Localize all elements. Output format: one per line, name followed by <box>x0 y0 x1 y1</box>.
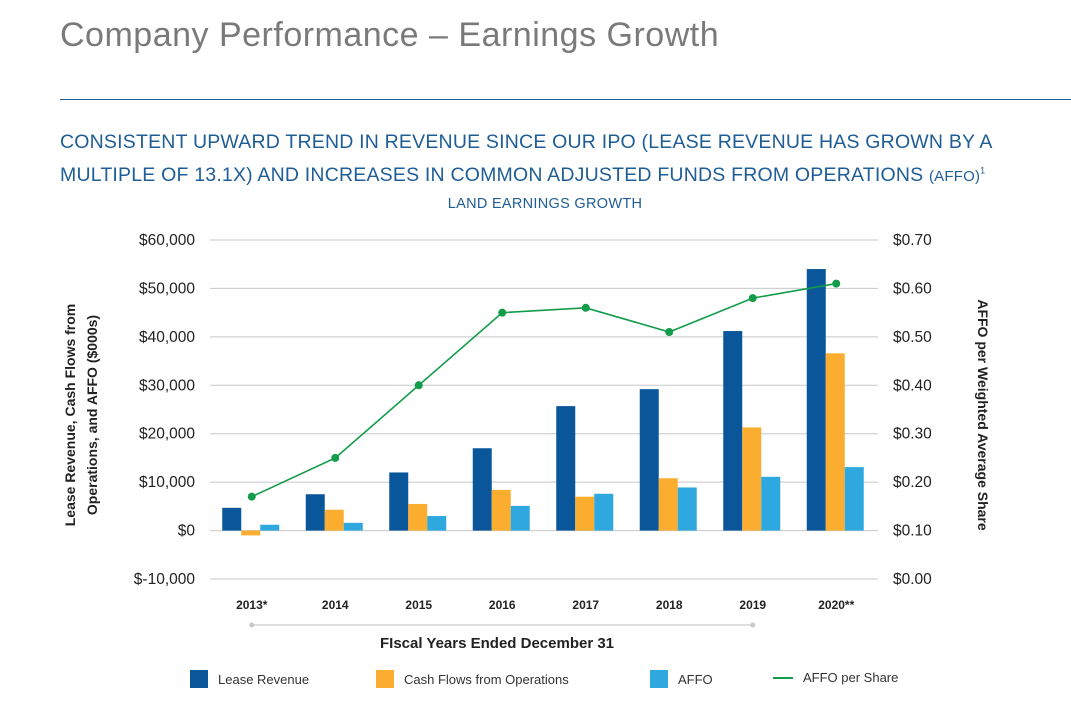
left-tick-label: $30,000 <box>139 377 195 394</box>
x-tick-label: 2020** <box>818 598 854 612</box>
bar-affo <box>844 467 864 531</box>
bar-cash-flows <box>742 427 762 531</box>
right-tick-label: $0.70 <box>893 232 932 249</box>
affo-per-share-path <box>251 282 837 498</box>
bar-lease-revenue <box>472 448 492 531</box>
legend-lease-revenue: Lease Revenue <box>190 670 309 688</box>
bar-affo <box>761 476 781 531</box>
headline-line-1: CONSISTENT UPWARD TREND IN REVENUE SINCE… <box>60 131 993 153</box>
bar-cash-flows <box>408 503 428 531</box>
x-tick-label: 2014 <box>322 598 349 612</box>
left-tick-label: $-10,000 <box>134 571 196 588</box>
x-tick-label: 2015 <box>405 598 432 612</box>
right-tick-label: $0.20 <box>893 474 932 491</box>
bar-lease-revenue <box>222 507 242 531</box>
bar-lease-revenue <box>639 389 659 531</box>
right-tick-label: $0.50 <box>893 329 932 346</box>
bar-lease-revenue <box>556 406 576 531</box>
bar-cash-flows <box>241 530 261 536</box>
chart-title: LAND EARNINGS GROWTH <box>447 196 643 212</box>
affo-per-share-point <box>832 279 841 288</box>
right-tick-label: $0.10 <box>893 523 932 540</box>
bar-lease-revenue <box>806 269 826 531</box>
bar-cash-flows <box>324 509 344 531</box>
legend-line-affo-per-share <box>773 676 793 679</box>
x-axis-ticks: 2013* 2014 2015 2016 2017 2018 2019 2020** <box>236 598 855 612</box>
x-tick-label: 2018 <box>656 598 683 612</box>
bar-cash-flows <box>491 489 511 531</box>
bar-cash-flows <box>575 496 595 531</box>
legend-label-lease-revenue: Lease Revenue <box>218 671 310 687</box>
bar-lease-revenue <box>389 472 409 531</box>
x-range-end-dot <box>750 622 756 628</box>
bar-series <box>222 269 864 536</box>
legend-label-affo: AFFO <box>678 671 713 687</box>
headline-affo-abbr: (AFFO) <box>928 168 981 185</box>
left-axis-ticks: $-10,000 $0 $10,000 $20,000 $30,000 $40,000 $5… <box>134 232 196 588</box>
affo-per-share-point <box>665 328 674 337</box>
right-tick-label: $0.00 <box>893 571 932 588</box>
bar-cash-flows <box>658 478 678 531</box>
x-axis-range-marker <box>249 622 756 628</box>
left-tick-label: $10,000 <box>139 474 195 491</box>
right-tick-label: $0.40 <box>893 377 932 394</box>
x-range-start-dot <box>249 622 255 628</box>
x-tick-label: 2017 <box>572 598 599 612</box>
left-tick-label: $0 <box>178 523 196 540</box>
bar-lease-revenue <box>305 494 325 531</box>
page-title: Company Performance – Earnings Growth <box>60 16 720 54</box>
legend-cash-flows: Cash Flows from Operations <box>376 670 569 688</box>
affo-per-share-line <box>247 279 841 501</box>
bar-affo <box>343 522 363 531</box>
affo-per-share-point <box>414 381 423 390</box>
x-tick-label: 2019 <box>739 598 766 612</box>
right-tick-label: $0.60 <box>893 280 932 297</box>
left-tick-label: $20,000 <box>139 426 195 443</box>
bar-affo <box>594 493 614 531</box>
right-axis-ticks: $0.00 $0.10 $0.20 $0.30 $0.40 $0.50 $0.60 $0.70 <box>893 232 932 588</box>
bar-lease-revenue <box>723 331 743 531</box>
headline-footnote-marker: 1 <box>980 165 986 176</box>
legend-label-affo-per-share: AFFO per Share <box>803 670 899 685</box>
bar-cash-flows <box>825 353 845 531</box>
bar-affo <box>510 505 530 531</box>
left-tick-label: $50,000 <box>139 280 195 297</box>
x-tick-label: 2013* <box>236 598 268 612</box>
affo-per-share-point <box>247 492 256 501</box>
left-axis-title-line-1: Lease Revenue, Cash Flows from <box>62 304 78 527</box>
headline-line-2-text: MULTIPLE OF 13.1X) AND INCREASES IN COMM… <box>60 164 924 186</box>
x-axis-title: FIscal Years Ended December 31 <box>380 635 614 652</box>
right-axis-title-text: AFFO per Weighted Average Share <box>975 299 991 531</box>
legend-label-cash-flows: Cash Flows from Operations <box>404 671 569 687</box>
title-divider <box>60 99 1071 100</box>
bar-affo <box>260 524 280 531</box>
left-axis-title: Lease Revenue, Cash Flows from Operation… <box>62 304 100 527</box>
legend-swatch-cash-flows <box>376 670 394 688</box>
left-tick-label: $40,000 <box>139 329 195 346</box>
affo-per-share-point <box>331 453 340 462</box>
left-tick-label: $60,000 <box>139 232 195 249</box>
affo-per-share-point <box>498 308 507 317</box>
affo-per-share-point <box>748 294 757 303</box>
headline-line-2: MULTIPLE OF 13.1X) AND INCREASES IN COMM… <box>60 164 985 187</box>
legend-swatch-affo <box>650 670 668 688</box>
legend-swatch-lease-revenue <box>190 670 208 688</box>
legend-affo: AFFO <box>650 670 713 688</box>
bar-affo <box>677 487 697 531</box>
right-tick-label: $0.30 <box>893 426 932 443</box>
left-axis-title-line-2: Operations, and AFFO ($000s) <box>84 315 100 515</box>
affo-per-share-point <box>581 303 590 312</box>
right-axis-title: AFFO per Weighted Average Share <box>975 299 991 531</box>
x-tick-label: 2016 <box>489 598 516 612</box>
legend-affo-per-share: AFFO per Share <box>773 670 898 685</box>
bar-affo <box>427 516 447 531</box>
